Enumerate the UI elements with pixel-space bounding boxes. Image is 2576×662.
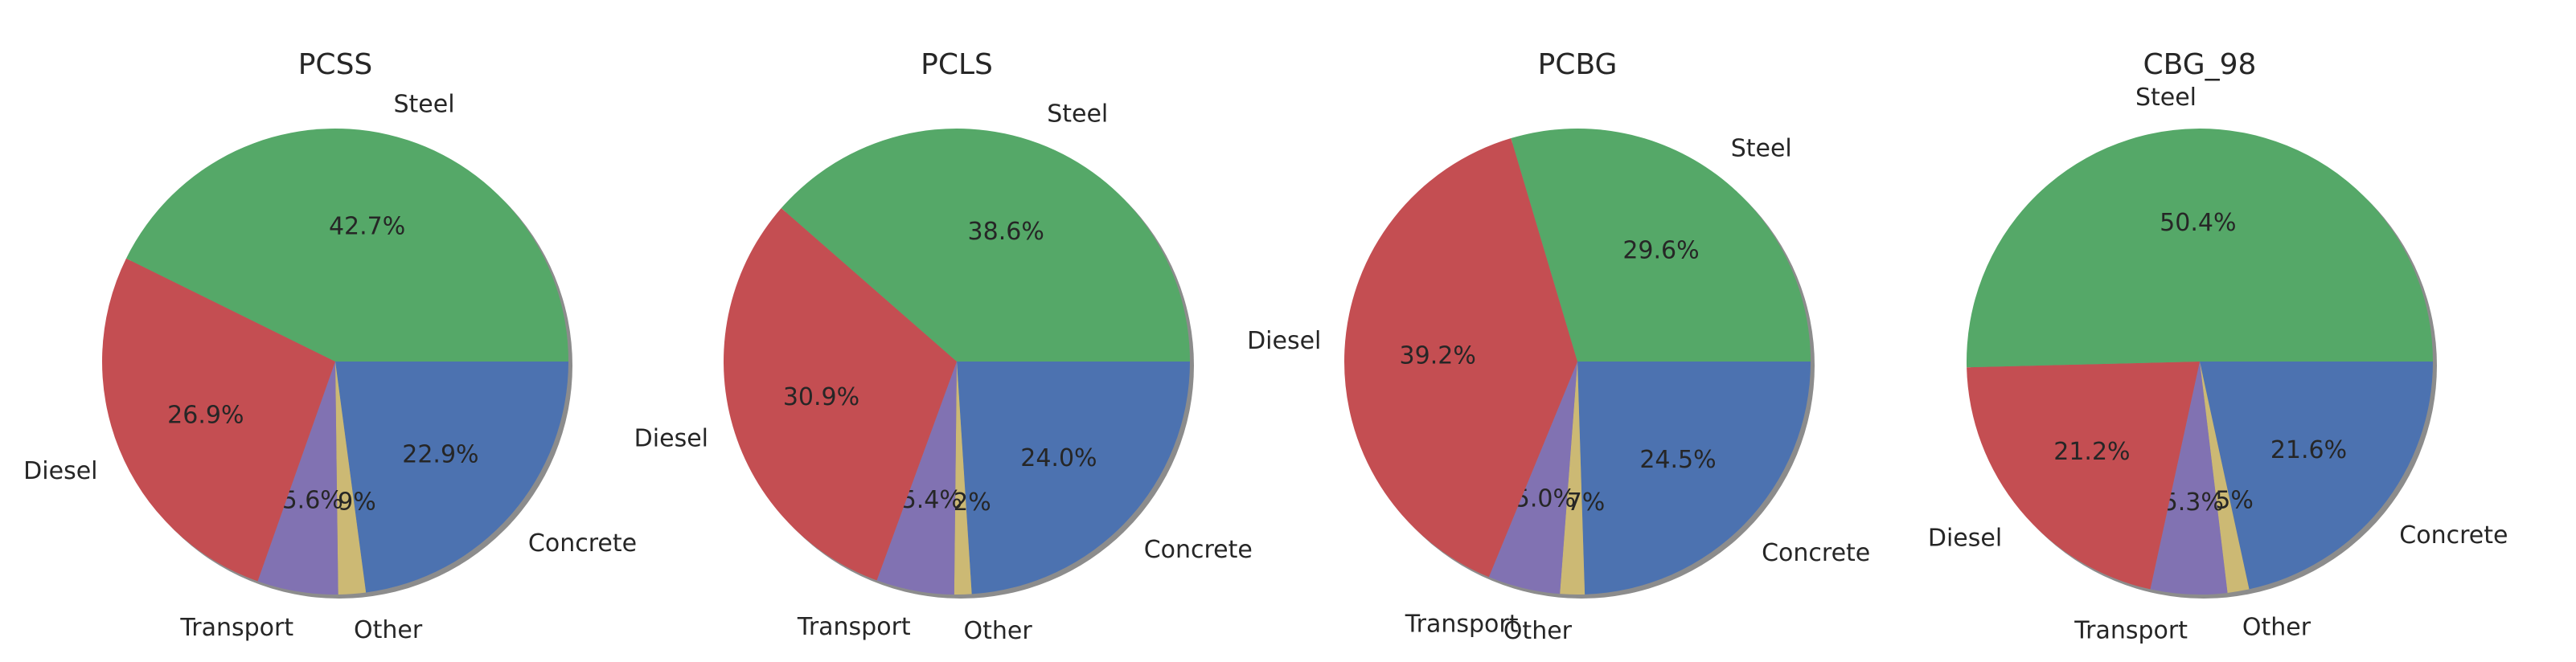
pie-chart-pcls: PCLSConcrete24.0%Other1.2%Transport5.4%D… xyxy=(634,48,1253,645)
slice-label-steel: Steel xyxy=(394,90,455,118)
pie-slice-concrete xyxy=(1577,362,1811,595)
slice-label-transport: Transport xyxy=(797,613,911,641)
pie-slice-steel xyxy=(1967,129,2433,368)
pie-slice-transport xyxy=(876,362,957,595)
slice-label-transport: Transport xyxy=(1405,610,1519,638)
slice-label-concrete: Concrete xyxy=(1762,539,1870,567)
pie-slice-diesel xyxy=(1967,362,2200,590)
slice-percent-diesel: 26.9% xyxy=(167,402,244,430)
slice-label-transport: Transport xyxy=(179,614,293,642)
slice-label-diesel: Diesel xyxy=(1928,524,2002,552)
slice-label-other: Other xyxy=(354,616,423,644)
pie-slice-steel xyxy=(781,129,1190,362)
slice-label-diesel: Diesel xyxy=(23,457,97,485)
slice-percent-transport: 5.4% xyxy=(901,486,962,514)
slice-label-concrete: Concrete xyxy=(2399,521,2508,550)
slice-percent-concrete: 21.6% xyxy=(2270,436,2347,464)
pie-title: PCBG xyxy=(1538,48,1618,81)
pie-title: PCSS xyxy=(298,48,373,81)
pie-slice-transport xyxy=(1488,362,1577,595)
slice-label-steel: Steel xyxy=(2135,84,2197,112)
pie-title: PCLS xyxy=(921,48,993,81)
pie-slice-diesel xyxy=(724,208,957,581)
slice-label-steel: Steel xyxy=(1731,134,1792,162)
pie-slice-concrete xyxy=(335,362,568,593)
pie-slice-other xyxy=(1560,362,1585,595)
slice-percent-steel: 29.6% xyxy=(1622,237,1699,265)
pie-slice-steel xyxy=(1511,128,1811,362)
pie-slice-other xyxy=(954,362,972,595)
pie-chart-pcbg: PCBGConcrete24.5%Other1.7%Transport5.0%D… xyxy=(1247,48,1870,645)
pie-slice-concrete xyxy=(957,362,1190,595)
slice-percent-steel: 42.7% xyxy=(329,213,405,241)
pie-chart-cbg-98: CBG_98Concrete21.6%Other1.5%Transport5.3… xyxy=(1928,48,2508,645)
slice-percent-concrete: 24.5% xyxy=(1639,446,1716,474)
slice-percent-concrete: 24.0% xyxy=(1020,444,1097,472)
pie-slice-diesel xyxy=(1344,138,1577,578)
pie-title: CBG_98 xyxy=(2143,48,2257,81)
slice-label-diesel: Diesel xyxy=(1247,327,1321,355)
slice-percent-transport: 5.3% xyxy=(2163,488,2224,517)
slice-percent-concrete: 22.9% xyxy=(402,441,478,469)
slice-percent-transport: 5.6% xyxy=(282,487,343,515)
slice-label-transport: Transport xyxy=(2074,617,2188,645)
slice-label-concrete: Concrete xyxy=(1144,536,1253,564)
slice-label-diesel: Diesel xyxy=(634,424,708,452)
slice-percent-steel: 38.6% xyxy=(968,218,1044,246)
pie-slice-concrete xyxy=(2200,362,2433,590)
slice-percent-diesel: 39.2% xyxy=(1400,341,1476,370)
slice-percent-diesel: 30.9% xyxy=(783,383,859,411)
pie-slice-other xyxy=(335,362,367,595)
pie-slice-transport xyxy=(2150,362,2228,595)
pie-slice-diesel xyxy=(101,258,336,582)
pie-slice-steel xyxy=(125,128,569,362)
slice-percent-steel: 50.4% xyxy=(2160,209,2236,237)
slice-percent-diesel: 21.2% xyxy=(2053,438,2130,466)
pie-slice-other xyxy=(2200,362,2250,593)
slice-label-concrete: Concrete xyxy=(528,529,637,558)
pie-slice-transport xyxy=(257,362,338,595)
pie-chart-pcss: PCSSConcrete22.9%Other1.9%Transport5.6%D… xyxy=(23,48,637,644)
slice-label-other: Other xyxy=(1503,617,1573,645)
slice-label-steel: Steel xyxy=(1047,100,1108,128)
slice-label-other: Other xyxy=(964,617,1033,645)
slice-label-other: Other xyxy=(2242,614,2311,642)
